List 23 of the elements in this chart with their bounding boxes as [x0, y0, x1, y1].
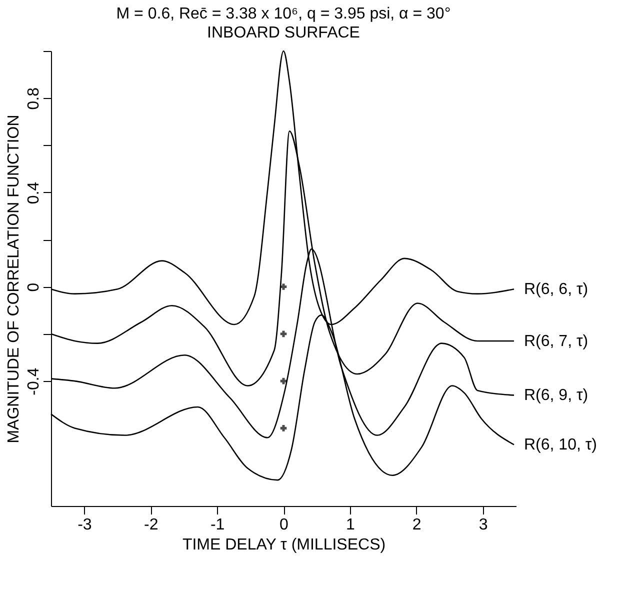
x-tick-label: 3	[478, 516, 488, 534]
y-tick-label: 0.4	[26, 182, 42, 204]
y-tick-label: -0.4	[26, 368, 42, 396]
y-tick-label: 0.8	[26, 87, 42, 110]
series-label: R(6, 10, τ)	[524, 436, 598, 454]
x-tick-label: -1	[210, 516, 225, 534]
point	[280, 425, 287, 432]
chart-title: M = 0.6, Rec̄ = 3.38 x 10⁶, q = 3.95 psi, α = 30°	[116, 5, 451, 22]
series-label: R(6, 6, τ)	[524, 281, 588, 298]
y-axis-title: MAGNITUDE OF CORRELATION FUNCTION	[6, 114, 22, 444]
point	[280, 378, 287, 384]
x-tick-label: 1	[346, 516, 355, 534]
x-tick-label: 2	[412, 516, 422, 534]
x-tick-label: -2	[144, 516, 158, 534]
x-tick-label: 0	[280, 516, 289, 534]
point	[280, 330, 287, 338]
chart-subtitle: INBOARD SURFACE	[207, 24, 360, 42]
x-tick-label: -3	[78, 516, 92, 534]
series-label: R(6, 9, τ)	[524, 387, 588, 404]
x-axis-title: TIME DELAY τ (MILLISECS)	[182, 536, 386, 554]
y-tick-label: 0	[26, 282, 42, 292]
series-label: R(6, 7, τ)	[524, 332, 588, 350]
point	[280, 284, 287, 290]
